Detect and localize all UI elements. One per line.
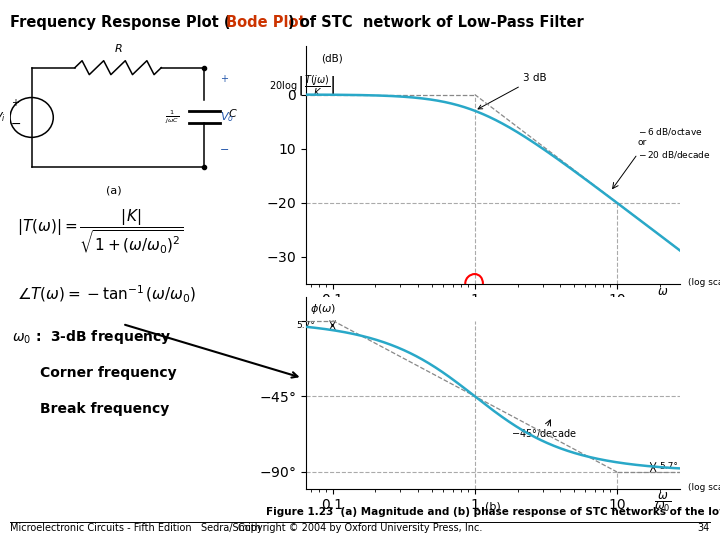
Text: 5.7°: 5.7° bbox=[296, 321, 315, 330]
Text: $C$: $C$ bbox=[228, 107, 238, 119]
Text: (a): (a) bbox=[485, 296, 501, 307]
Text: ) of STC  network of Low-Pass Filter: ) of STC network of Low-Pass Filter bbox=[288, 15, 584, 30]
Text: $V_i$: $V_i$ bbox=[0, 111, 6, 124]
Text: $\angle T(\omega) = -\tan^{-1}(\omega/\omega_0)$: $\angle T(\omega) = -\tan^{-1}(\omega/\o… bbox=[17, 284, 197, 305]
Text: $\frac{1}{j\omega C}$: $\frac{1}{j\omega C}$ bbox=[165, 109, 179, 126]
Text: Corner frequency: Corner frequency bbox=[40, 366, 177, 380]
Text: 3 dB: 3 dB bbox=[478, 73, 547, 109]
Text: $R$: $R$ bbox=[114, 42, 122, 54]
Text: −: − bbox=[10, 118, 21, 131]
Text: (b): (b) bbox=[485, 501, 501, 511]
Text: (log scale): (log scale) bbox=[688, 278, 720, 287]
Text: 34: 34 bbox=[698, 523, 710, 533]
Text: +: + bbox=[220, 73, 228, 84]
Text: $\dfrac{\omega}{\omega_0}$: $\dfrac{\omega}{\omega_0}$ bbox=[654, 286, 672, 309]
Text: Break frequency: Break frequency bbox=[40, 402, 169, 416]
Text: $|T(\omega)| = \dfrac{|K|}{\sqrt{1+(\omega/\omega_0)^2}}$: $|T(\omega)| = \dfrac{|K|}{\sqrt{1+(\ome… bbox=[17, 207, 184, 255]
Text: −: − bbox=[220, 145, 229, 156]
Text: Microelectronic Circuits - Fifth Edition   Sedra/Smith: Microelectronic Circuits - Fifth Edition… bbox=[10, 523, 261, 533]
Text: (dB): (dB) bbox=[321, 53, 343, 63]
Text: $-\,6$ dB/octave
or
$-\,20$ dB/decade: $-\,6$ dB/octave or $-\,20$ dB/decade bbox=[638, 126, 711, 160]
Text: $\omega_0$ :  3-dB frequency: $\omega_0$ : 3-dB frequency bbox=[12, 328, 171, 346]
Text: Figure 1.23  (a) Magnitude and (b) phase response of STC networks of the low-pas: Figure 1.23 (a) Magnitude and (b) phase … bbox=[266, 507, 720, 517]
Text: $\phi(\omega)$: $\phi(\omega)$ bbox=[310, 302, 336, 316]
Text: (log scale): (log scale) bbox=[688, 483, 720, 492]
Text: (a): (a) bbox=[106, 185, 122, 195]
Text: $20\log\left|\dfrac{T(j\omega)}{K}\right|$: $20\log\left|\dfrac{T(j\omega)}{K}\right… bbox=[269, 75, 336, 99]
Text: Copyright © 2004 by Oxford University Press, Inc.: Copyright © 2004 by Oxford University Pr… bbox=[238, 523, 482, 533]
Text: Bode Plot: Bode Plot bbox=[226, 15, 306, 30]
Text: $\dfrac{\omega}{\omega_0}$: $\dfrac{\omega}{\omega_0}$ bbox=[654, 491, 672, 515]
Text: +: + bbox=[12, 98, 19, 109]
Text: $-45°$/decade: $-45°$/decade bbox=[511, 427, 577, 440]
Text: Frequency Response Plot (: Frequency Response Plot ( bbox=[10, 15, 230, 30]
Text: $V_o$: $V_o$ bbox=[220, 111, 233, 124]
Text: 5.7°: 5.7° bbox=[660, 462, 678, 471]
